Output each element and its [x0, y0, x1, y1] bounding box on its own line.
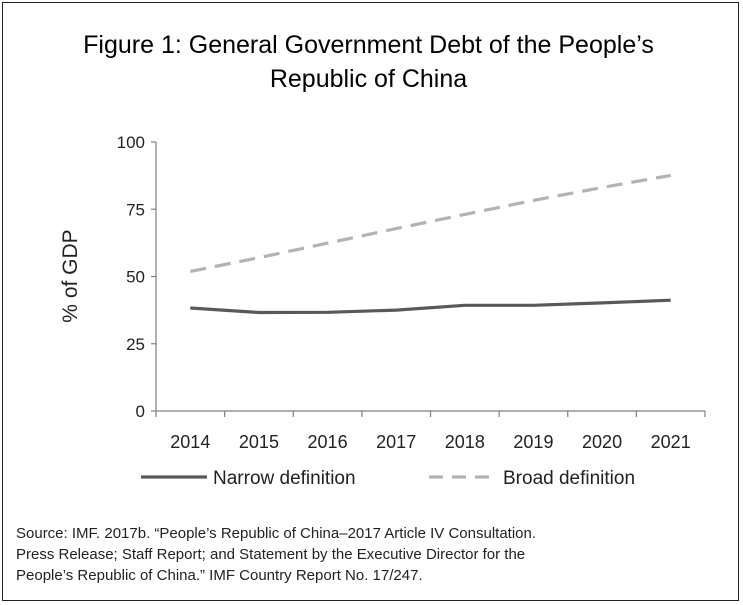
series-layer: [189, 173, 671, 315]
x-ticks: 2014 2015 2016 2017 2018 2019 2020 2021: [155, 411, 706, 452]
series-line-narrow: [190, 298, 671, 315]
x-tick-label: 2019: [513, 432, 553, 452]
y-tick-label: 25: [126, 335, 145, 354]
chart-title-line-1: Figure 1: General Government Debt of the…: [83, 31, 654, 59]
y-axis: 0 25 50 75 100: [117, 133, 157, 421]
source-line-2: Press Release; Staff Report; and Stateme…: [16, 546, 526, 563]
legend: Narrow definition Broad definition: [141, 468, 635, 489]
x-axis: 2014 2015 2016 2017 2018 2019 2020 2021: [155, 410, 706, 452]
y-tick-label: 0: [136, 402, 145, 421]
y-tick-label: 50: [126, 268, 145, 287]
y-ticks: 0 25 50 75 100: [117, 133, 156, 421]
source-note: Source: IMF. 2017b. “People’s Republic o…: [16, 523, 716, 586]
y-tick-label: 100: [117, 133, 145, 152]
x-tick-label: 2014: [170, 432, 210, 452]
x-tick-label: 2020: [582, 432, 622, 452]
x-tick-label: 2021: [651, 432, 691, 452]
series-line-broad: [189, 173, 671, 273]
chart-title-line-2: Republic of China: [269, 65, 468, 93]
legend-label-broad: Broad definition: [503, 468, 635, 489]
chart-title: Figure 1: General Government Debt of the…: [0, 28, 737, 96]
x-tick-label: 2018: [445, 432, 485, 452]
y-axis-label: % of GDP: [59, 229, 82, 322]
legend-label-narrow: Narrow definition: [213, 468, 356, 489]
x-tick-label: 2016: [308, 432, 348, 452]
source-line-1: Source: IMF. 2017b. “People’s Republic o…: [16, 525, 537, 542]
x-tick-label: 2015: [239, 432, 279, 452]
y-tick-label: 75: [126, 200, 145, 219]
x-tick-label: 2017: [376, 432, 416, 452]
source-line-3: People’s Republic of China.” IMF Country…: [16, 567, 423, 584]
